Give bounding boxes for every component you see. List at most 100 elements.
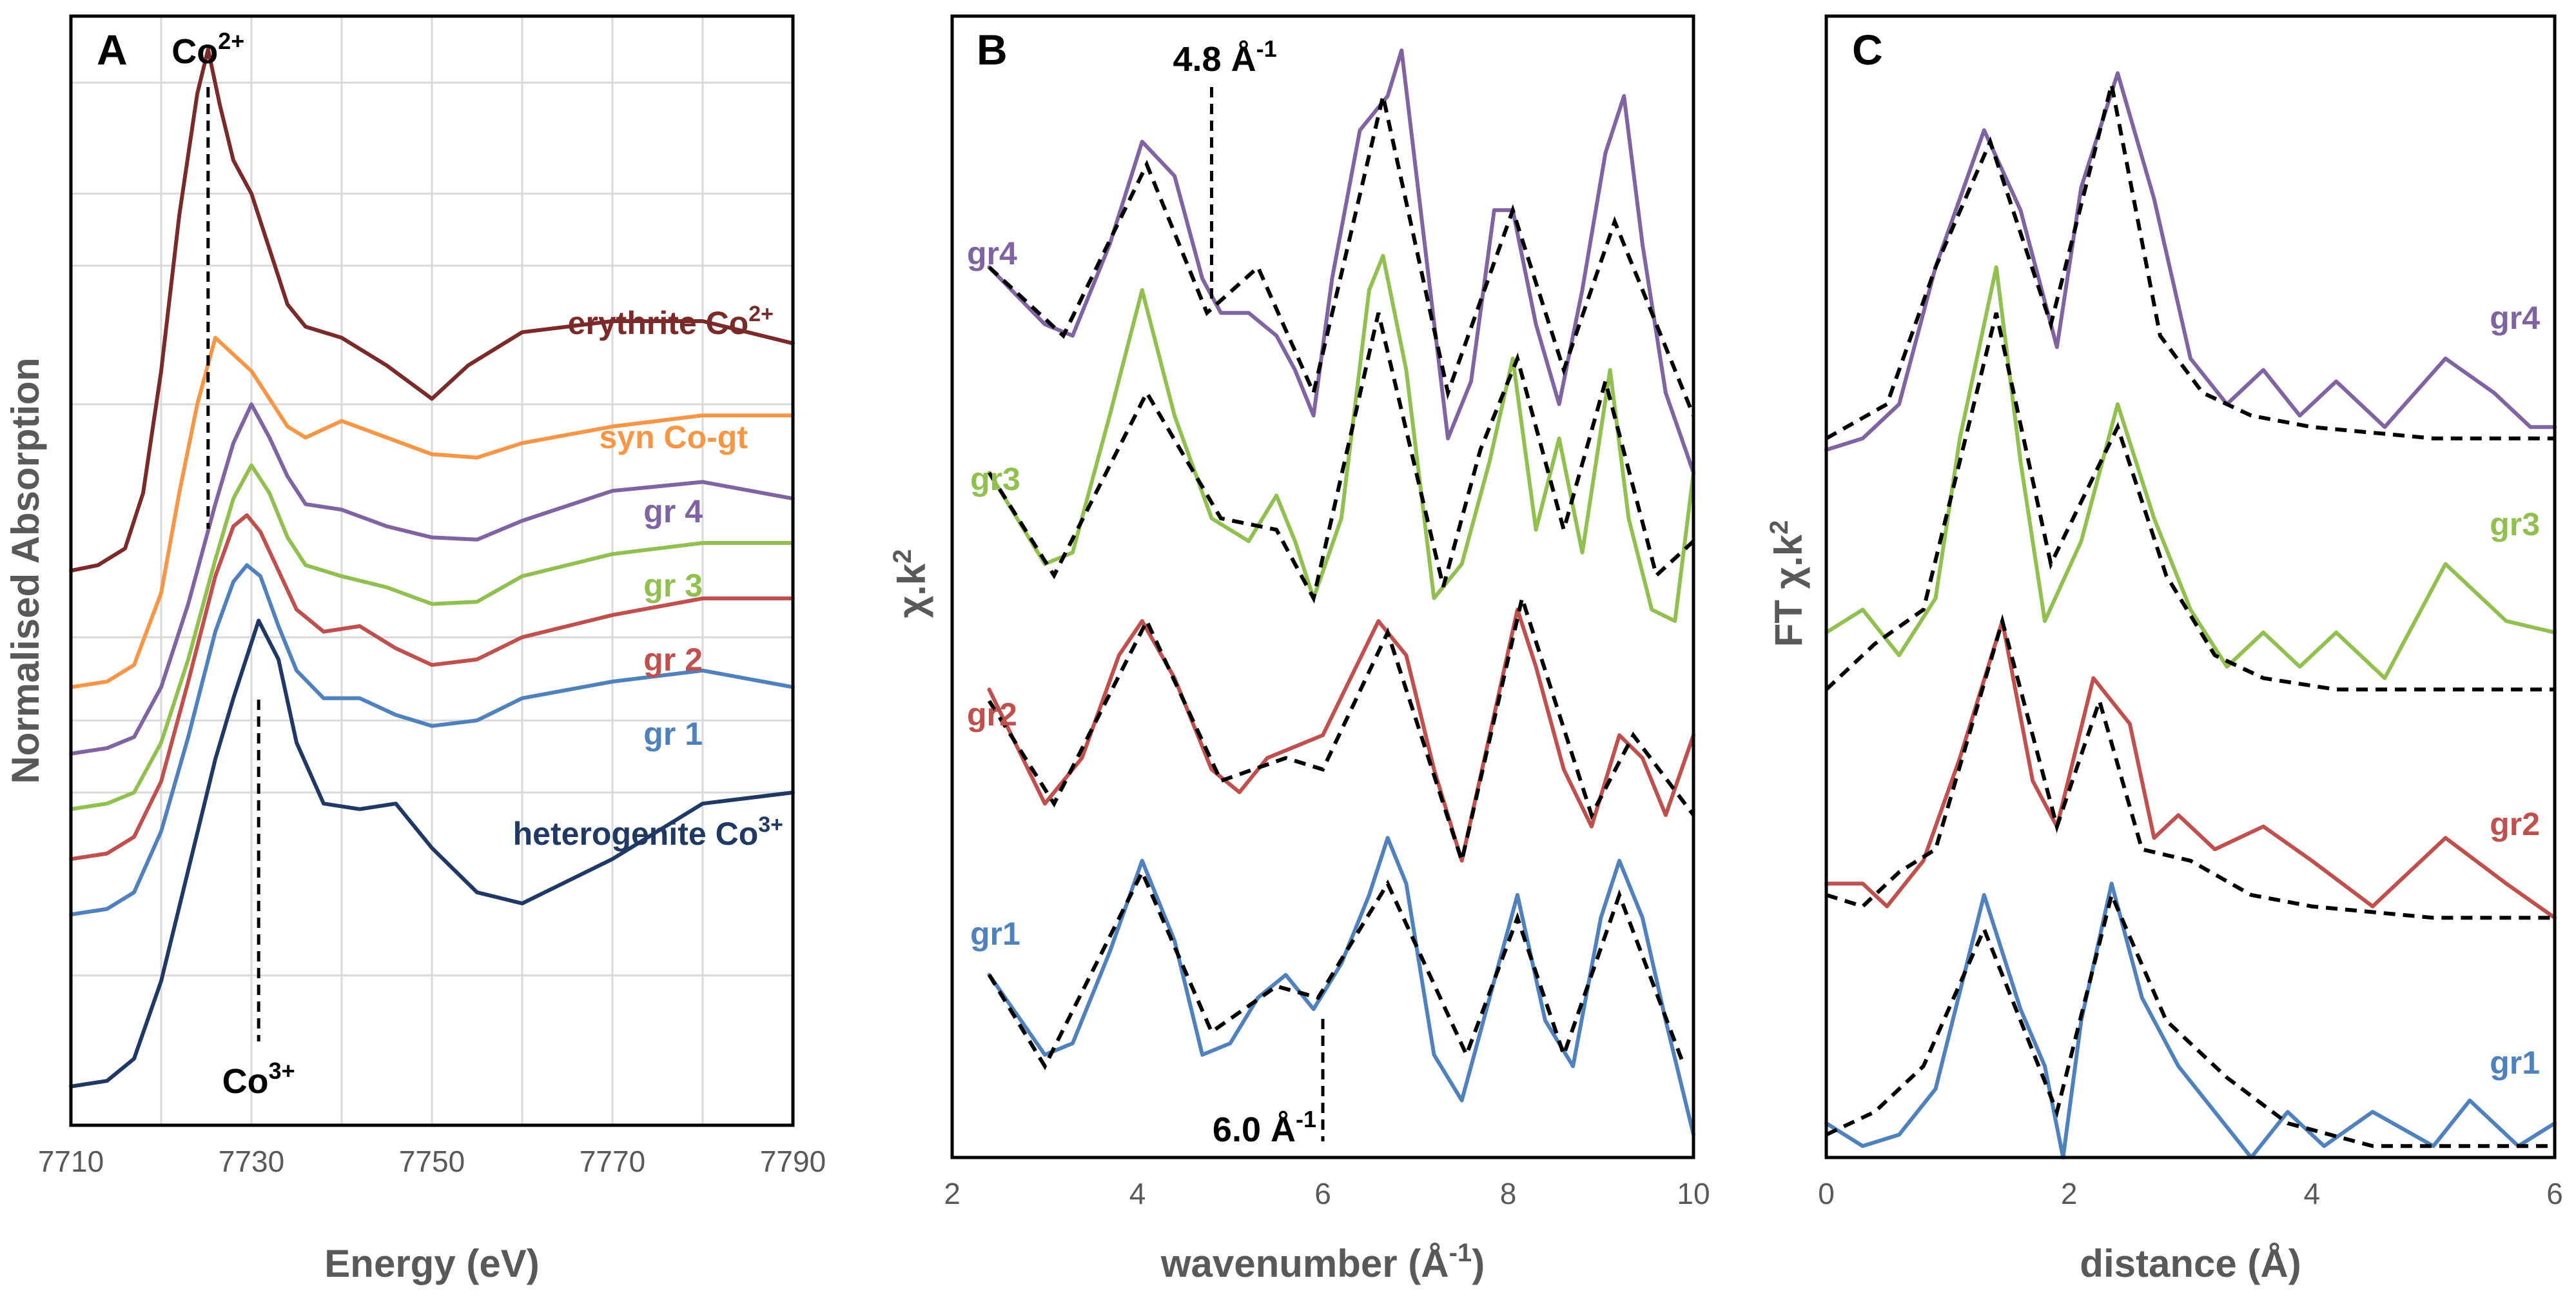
panel-c-series [1824, 71, 2557, 1159]
series-line-gr3 [1824, 265, 2557, 680]
series-line-gr1 [987, 836, 1695, 1137]
series-line-gr3 [987, 253, 1695, 624]
co3-annotation-sup: 3+ [269, 1058, 295, 1084]
panel-b-y-axis-title-sup: 2 [888, 549, 917, 564]
panel-a-frame [69, 14, 795, 1127]
panel-c-series-labels: gr4 gr3 gr2 gr1 [2490, 300, 2540, 1081]
co3-annotation-base: Co [222, 1062, 269, 1101]
panel-b-letter: B [977, 26, 1008, 74]
panel-b-y-axis-title-text: χ.k [890, 563, 933, 618]
label-b-gr4: gr4 [967, 235, 1017, 271]
panel-a-series-labels: erythrite Co2+ syn Co-gt gr 4 gr 3 gr 2 … [513, 302, 783, 852]
label-heterogenite-sup: 3+ [758, 812, 783, 837]
label-heterogenite-text: heterogenite Co [513, 816, 759, 852]
series-line-gr1 [1824, 881, 2557, 1159]
series-line-gr3_fit [987, 312, 1695, 604]
co2-annotation: Co2+ [171, 28, 244, 71]
x-tick-label: 2 [944, 1177, 961, 1210]
panel-b-annotations: 4.8 Å-1 6.0 Å-1 [1173, 35, 1325, 1149]
kmin-6-0-annotation: 6.0 Å-1 [1213, 1106, 1316, 1149]
series-line-gr2 [1824, 619, 2557, 920]
x-tick-label: 7710 [38, 1145, 104, 1178]
panel-a-y-axis-title: Normalised Absorption [4, 357, 47, 783]
x-tick-label: 0 [1818, 1177, 1835, 1210]
panel-c-y-axis-title: FT χ.k2 [1765, 520, 1810, 647]
panel-b-x-axis-title-text: wavenumber (Å [1160, 1242, 1449, 1285]
panel-c-x-axis-title: distance (Å) [2080, 1242, 2301, 1285]
label-c-gr2: gr2 [2490, 806, 2540, 842]
series-line-gr1_fit [1825, 889, 2555, 1148]
label-erythrite: erythrite Co2+ [568, 302, 774, 341]
series-line-erythrite [69, 47, 795, 573]
x-tick-label: 6 [2546, 1177, 2563, 1210]
panel-b-frame [950, 14, 1695, 1159]
label-c-gr4: gr4 [2490, 300, 2540, 336]
panel-b-x-axis-title: wavenumber (Å-1) [1160, 1239, 1485, 1285]
label-gr-1: gr 1 [643, 716, 703, 752]
label-c-gr1: gr1 [2490, 1045, 2540, 1081]
series-line-gr2_fit [987, 591, 1695, 869]
panel-c-letter: C [1852, 26, 1883, 74]
panel-c-ticks: 0 2 4 6 [1818, 1177, 2563, 1210]
label-heterogenite: heterogenite Co3+ [513, 812, 783, 852]
panel-b-x-axis-title-sup: -1 [1449, 1239, 1472, 1267]
series-line-heterogenite [69, 618, 795, 1088]
panel-a-gridlines [71, 16, 793, 1125]
panel-b: B 2 4 6 8 10 wavenumber (Å-1) χ.k2 4.8 Å-1 6… [888, 14, 1710, 1285]
series-line-gr2_fit [1826, 613, 2555, 920]
x-tick-label: 7770 [580, 1145, 645, 1178]
series-line-gr1 [69, 563, 795, 917]
series-line-gr4_fit [1825, 84, 2555, 440]
label-syn-co-gt: syn Co-gt [599, 419, 748, 455]
x-tick-label: 7730 [219, 1145, 284, 1178]
kmin-4-8-annotation-sup: -1 [1256, 35, 1277, 62]
series-line-syn [69, 335, 795, 689]
label-gr-3: gr 3 [643, 567, 703, 604]
panel-b-y-axis-title: χ.k2 [888, 549, 933, 618]
series-line-gr3 [69, 463, 795, 811]
label-b-gr2: gr2 [967, 696, 1017, 733]
x-tick-label: 7790 [760, 1145, 826, 1178]
panel-c-frame [1824, 14, 2557, 1159]
series-line-gr3_fit [1824, 312, 2555, 692]
label-b-gr3: gr3 [970, 461, 1020, 497]
co2-annotation-base: Co [171, 32, 218, 71]
panel-c-y-axis-title-text: FT χ.k [1767, 534, 1810, 647]
kmin-4-8-annotation-text: 4.8 Å [1173, 40, 1256, 79]
co2-annotation-sup: 2+ [218, 28, 244, 54]
series-line-gr4 [69, 402, 795, 756]
x-tick-label: 2 [2061, 1177, 2078, 1210]
series-line-gr4 [987, 48, 1695, 475]
panel-a-ticks: 7710 7730 7750 7770 7790 [38, 1145, 826, 1178]
label-c-gr3: gr3 [2490, 506, 2540, 542]
x-tick-label: 10 [1677, 1177, 1710, 1210]
label-b-gr1: gr1 [970, 916, 1020, 952]
x-tick-label: 6 [1314, 1177, 1331, 1210]
panel-b-x-axis-title-tail: ) [1472, 1242, 1485, 1285]
co3-annotation: Co3+ [222, 1058, 295, 1101]
panel-c-y-axis-title-sup: 2 [1765, 520, 1793, 535]
x-tick-label: 4 [1129, 1177, 1146, 1210]
label-erythrite-text: erythrite Co [568, 305, 749, 341]
series-line-gr2 [987, 607, 1695, 863]
kmin-6-0-annotation-sup: -1 [1296, 1106, 1316, 1132]
panel-b-ticks: 2 4 6 8 10 [944, 1177, 1710, 1210]
kmin-6-0-annotation-text: 6.0 Å [1213, 1110, 1296, 1149]
label-gr-2: gr 2 [643, 642, 703, 678]
panel-b-series [987, 48, 1695, 1137]
series-line-gr1_fit [987, 867, 1686, 1070]
panel-a-series [69, 47, 795, 1088]
panel-b-series-labels: gr4 gr3 gr2 gr1 [967, 235, 1020, 952]
panel-a-annotations: Co2+ Co3+ [171, 28, 295, 1101]
panel-a: A 7710 7730 7750 7770 7790 Energy (eV) Norma… [4, 14, 826, 1285]
panel-a-x-axis-title: Energy (eV) [324, 1242, 539, 1285]
x-tick-label: 8 [1500, 1177, 1517, 1210]
x-tick-label: 7750 [399, 1145, 465, 1178]
x-tick-label: 4 [2304, 1177, 2321, 1210]
kmin-4-8-annotation: 4.8 Å-1 [1173, 35, 1277, 79]
panel-a-letter: A [97, 26, 128, 74]
label-erythrite-sup: 2+ [748, 302, 774, 326]
